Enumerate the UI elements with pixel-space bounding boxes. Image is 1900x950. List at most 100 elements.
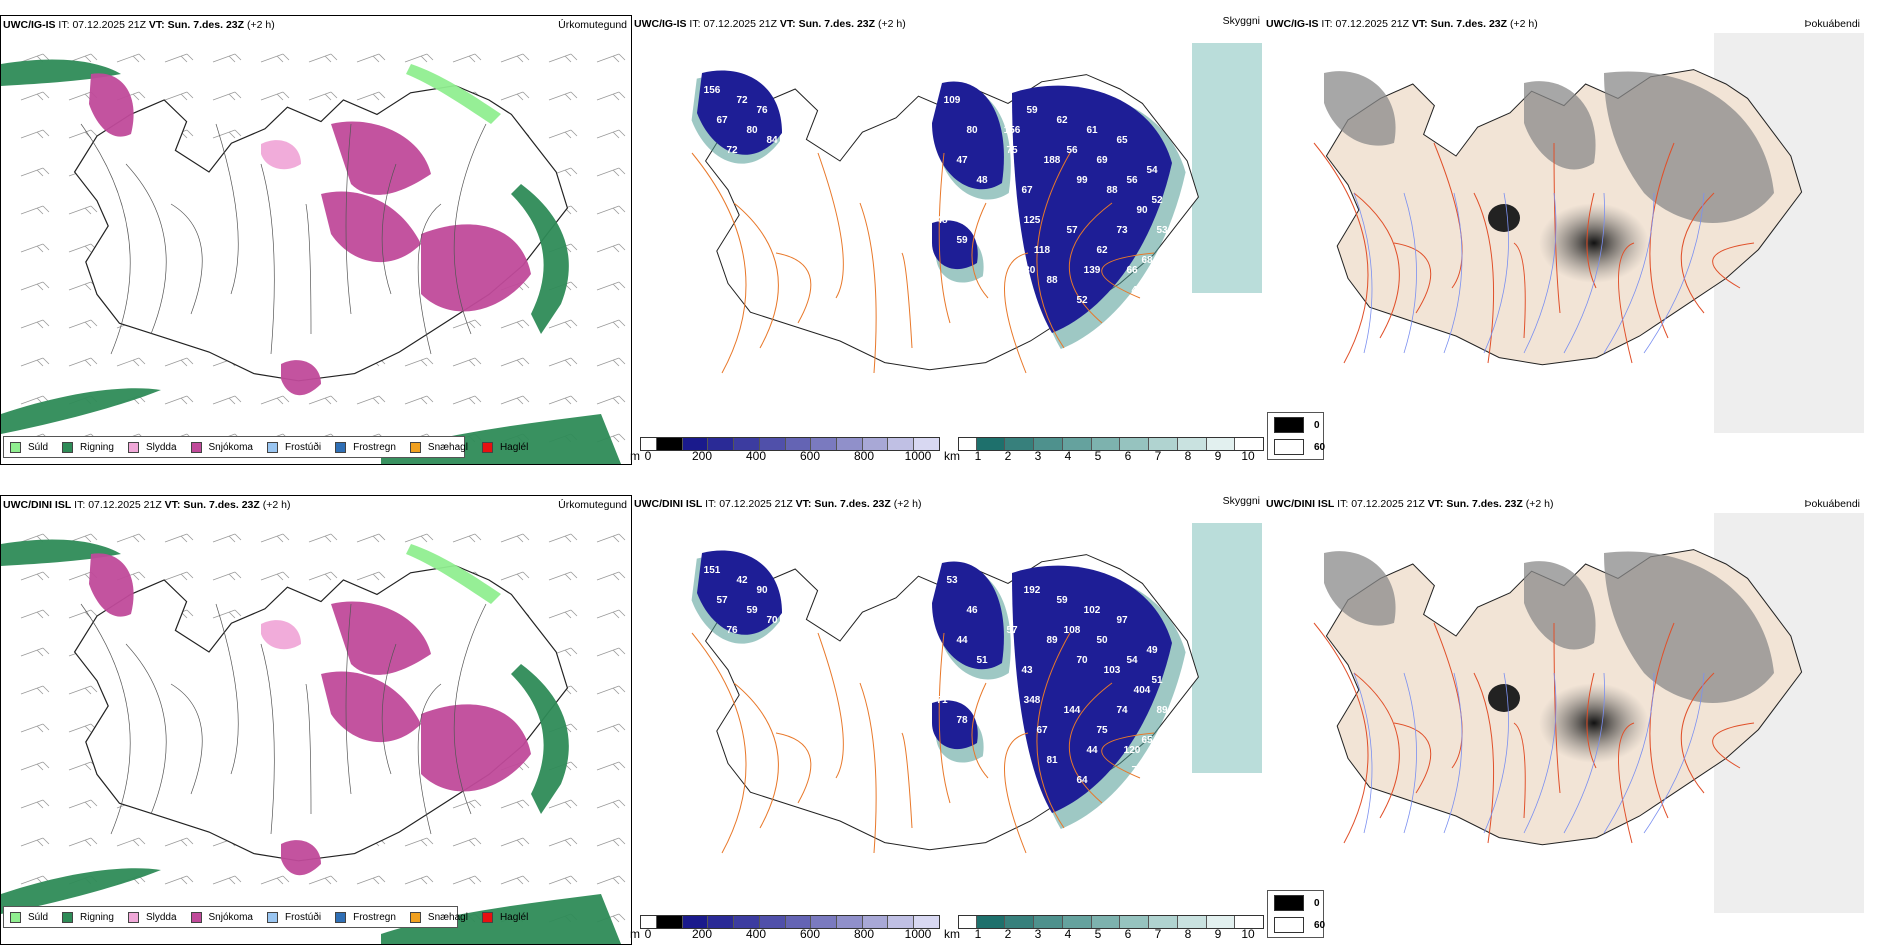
- ceiling-area: [932, 700, 978, 750]
- precip-area: [331, 601, 431, 675]
- colorbar-segment: [682, 438, 709, 450]
- roads: [691, 632, 1155, 854]
- colorbar-segment: [1062, 438, 1092, 450]
- ceiling-label: 66: [1126, 265, 1138, 276]
- ceiling-label: 139: [1084, 265, 1101, 276]
- lead-time: (+2 h): [1509, 18, 1538, 30]
- legend-swatch: [335, 911, 347, 923]
- colorbar-segment: [1206, 438, 1236, 450]
- legend-item: Súld: [10, 441, 48, 453]
- tick-label: 400: [745, 927, 767, 941]
- ceiling-label: 74: [1116, 705, 1128, 716]
- ceiling-label: 108: [1064, 625, 1081, 636]
- legend-label: Snjókoma: [208, 911, 253, 923]
- ceiling-label: 192: [1024, 585, 1041, 596]
- ceiling-label: 73: [1116, 225, 1128, 236]
- panel-header: UWC/IG-IS IT: 07.12.2025 21Z VT: Sun. 7.…: [3, 19, 275, 31]
- tick-label: 7: [1154, 927, 1162, 941]
- colorbar-segment: [682, 916, 709, 928]
- tick-label: 5: [1094, 449, 1102, 463]
- ceiling-label: 54: [1126, 655, 1138, 666]
- colorbar-unit: m: [630, 927, 640, 941]
- it-value: 07.12.2025 21Z: [72, 19, 146, 31]
- lead-time: (+2 h): [246, 19, 275, 31]
- fog-panel-bottom: UWC/DINI ISL IT: 07.12.2025 21Z VT: Sun.…: [1264, 495, 1900, 945]
- colorbar-segment: [976, 438, 1006, 450]
- ceiling-label: 230: [924, 840, 941, 851]
- vt-value: Sun. 7.des. 23Z: [167, 19, 245, 31]
- precip-area: [421, 704, 531, 792]
- ceiling-label: 348: [1024, 695, 1041, 706]
- ceiling-area: [1012, 565, 1172, 813]
- legend-swatch: [481, 911, 493, 923]
- model-name: UWC/IG-IS: [1266, 18, 1319, 30]
- panel-header: UWC/IG-IS IT: 07.12.2025 21Z VT: Sun. 7.…: [1266, 18, 1538, 30]
- vt-label: VT:: [164, 499, 181, 511]
- tick-label: 200: [691, 449, 713, 463]
- colorbar-segment: [914, 438, 939, 450]
- ceiling-label: 68: [1141, 255, 1153, 266]
- legend-label: Súld: [28, 911, 49, 923]
- vt-value: Sun. 7.des. 23Z: [1430, 18, 1508, 30]
- precip-area: [1, 868, 161, 914]
- legend-swatch: [62, 441, 74, 453]
- colorbar-unit: km: [944, 449, 960, 463]
- legend-swatch: [266, 441, 278, 453]
- precip-area: [381, 894, 621, 944]
- ceiling-label: 59: [1056, 595, 1068, 606]
- fog-area: [1604, 551, 1774, 703]
- cloud-panel-top: UWC/IG-IS IT: 07.12.2025 21Z VT: Sun. 7.…: [632, 15, 1264, 465]
- ceiling-label: 52: [1151, 195, 1163, 206]
- ceiling-label: 62: [1056, 115, 1068, 126]
- legend-label: Haglél: [499, 911, 529, 923]
- tick-label: 9: [1214, 449, 1222, 463]
- colorbar-segment: [1149, 438, 1178, 450]
- precip-area: [281, 360, 321, 396]
- ceiling-label: 53: [1156, 225, 1168, 236]
- ceiling-label: 80: [746, 125, 758, 136]
- legend-item: Rigning: [62, 911, 114, 923]
- ceiling-label: 57: [716, 595, 728, 606]
- ceiling-label: 156: [704, 85, 721, 96]
- it-value: 07.12.2025 21Z: [719, 498, 793, 510]
- it-value: 07.12.2025 21Z: [703, 18, 777, 30]
- panel-title: Úrkomutegund: [558, 499, 627, 511]
- ceiling-label: 156: [1004, 125, 1021, 136]
- legend-swatch: [10, 441, 21, 453]
- panel-title: Skyggni: [1222, 15, 1260, 27]
- roads: [80, 123, 487, 355]
- precip-area: [1, 59, 121, 86]
- tick-label: 6: [1124, 927, 1132, 941]
- colorbar-segment: [1120, 438, 1150, 450]
- colorbar-segment: [656, 916, 683, 928]
- ceiling-label: 48: [976, 175, 988, 186]
- ceiling-label: 76: [756, 105, 768, 116]
- tick-label: 6: [1124, 449, 1132, 463]
- ceiling-label: 81: [1046, 755, 1058, 766]
- legend-label: Haglél: [499, 441, 529, 453]
- ceiling-label: 59: [956, 235, 968, 246]
- rivers: [1353, 192, 1705, 354]
- ceiling-area: [932, 81, 1004, 190]
- ceiling-area: [697, 70, 782, 155]
- tick-label: 10: [1241, 449, 1255, 463]
- fog-map: [1313, 513, 1864, 913]
- precip-area: [261, 620, 301, 650]
- panel-header: UWC/DINI ISL IT: 07.12.2025 21Z VT: Sun.…: [3, 499, 290, 511]
- legend-item: Snjókoma: [190, 911, 253, 923]
- legend-swatch: [266, 911, 278, 923]
- ceiling-label: 102: [1084, 605, 1101, 616]
- tick-label: 400: [745, 449, 767, 463]
- model-name: UWC/IG-IS: [634, 18, 687, 30]
- fog-legend-item: 60: [1274, 439, 1325, 455]
- roads: [80, 603, 487, 835]
- legend-label: 0: [1314, 419, 1320, 431]
- ceiling-label: 130: [1019, 265, 1036, 276]
- fog-map: [1313, 33, 1864, 433]
- precip-area: [89, 73, 134, 137]
- tick-label: 4: [1064, 927, 1072, 941]
- legend-label: Rigning: [80, 911, 114, 923]
- colorbar-segment: [1062, 916, 1092, 928]
- ceiling-label: 46: [966, 605, 978, 616]
- model-name: UWC/DINI ISL: [634, 498, 703, 510]
